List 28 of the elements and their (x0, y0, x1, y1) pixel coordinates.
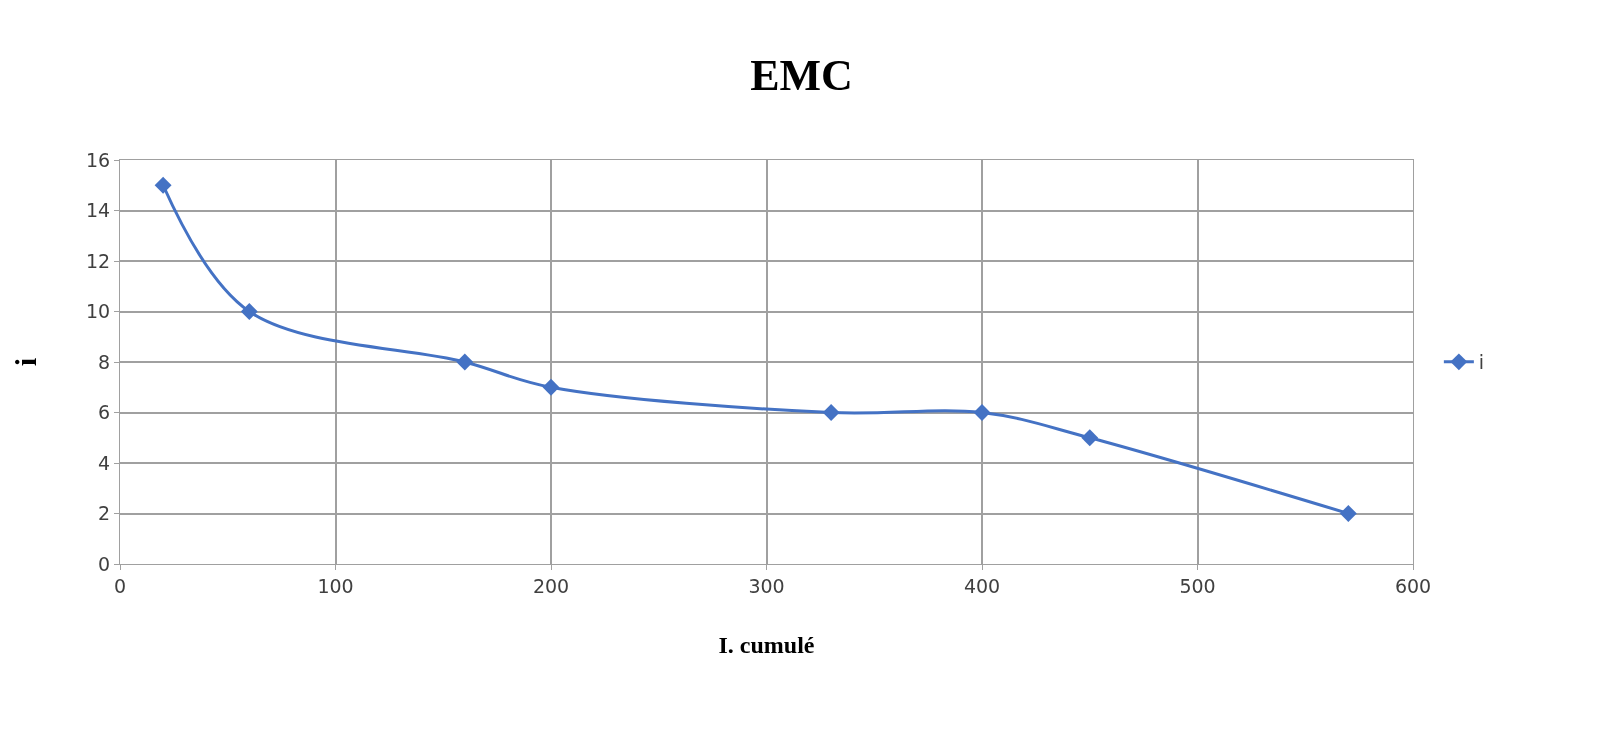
x-tick-label: 300 (748, 574, 785, 597)
point (1339, 505, 1357, 522)
point (240, 303, 258, 320)
chart-title: EMC (750, 50, 853, 100)
y-tick-label: 8 (98, 350, 111, 373)
point (1081, 429, 1099, 447)
point (973, 404, 991, 421)
point (154, 176, 172, 194)
y-tick-label: 0 (98, 552, 111, 575)
x-tick-label: 200 (532, 574, 570, 597)
y-axis-title: i (9, 357, 43, 367)
x-tick-label: 400 (963, 574, 1001, 597)
legend-label: i (1478, 351, 1485, 374)
y-tick-label: 14 (86, 199, 111, 222)
y-tick-label: 4 (98, 451, 111, 474)
point (822, 404, 840, 421)
x-tick-label: 0 (113, 574, 127, 597)
point (456, 353, 474, 371)
y-tick-label: 6 (98, 401, 111, 424)
y-tick-label: 16 (86, 148, 111, 171)
point (542, 378, 560, 396)
x-axis-title: I. cumulé (718, 632, 815, 659)
x-tick-label: 600 (1394, 574, 1432, 597)
x-tick-label: 500 (1179, 574, 1216, 597)
x-tick-label: 100 (317, 574, 354, 597)
y-tick-label: 10 (86, 300, 111, 323)
y-tick-label: 2 (98, 502, 111, 525)
y-tick-label: 12 (86, 249, 111, 272)
